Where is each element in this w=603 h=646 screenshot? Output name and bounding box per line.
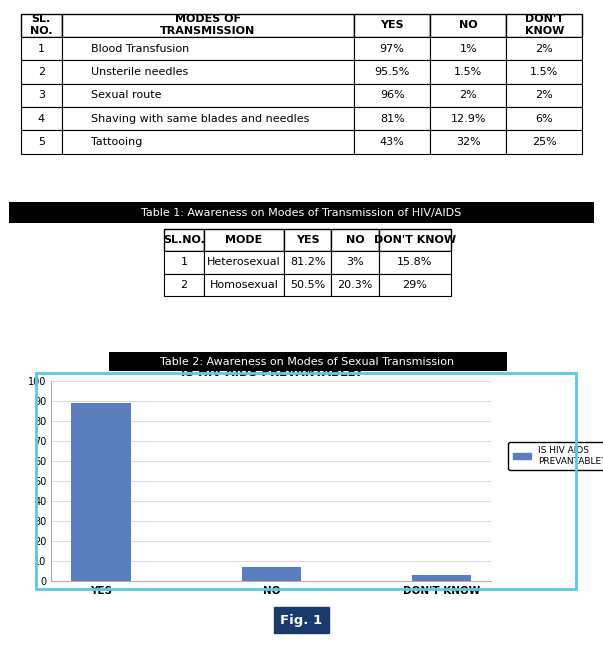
Bar: [242, 567, 301, 581]
Text: Table 1: Awareness on Modes of Transmission of HIV/AIDS: Table 1: Awareness on Modes of Transmiss…: [141, 207, 462, 218]
Bar: [71, 403, 131, 581]
Text: Fig. 1: Fig. 1: [280, 614, 323, 627]
Bar: [412, 576, 472, 581]
Text: Table 2: Awareness on Modes of Sexual Transmission: Table 2: Awareness on Modes of Sexual Tr…: [160, 357, 455, 367]
Legend: IS HIV AIDS
PREVANTABLE?: IS HIV AIDS PREVANTABLE?: [508, 442, 603, 470]
Title: IS HIV AIDS PREVANTABLE?: IS HIV AIDS PREVANTABLE?: [181, 366, 362, 379]
